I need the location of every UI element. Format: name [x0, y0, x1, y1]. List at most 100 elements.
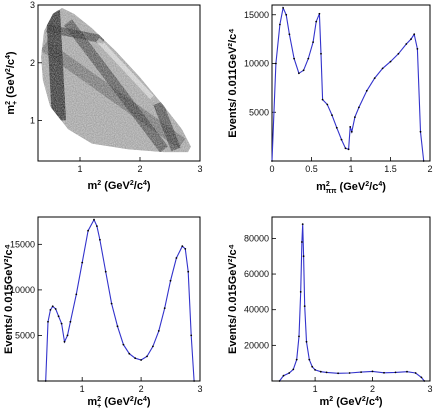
- m2-data-point: [298, 335, 300, 338]
- mplus-data-point: [157, 330, 160, 332]
- mplus-data-point: [187, 270, 190, 273]
- m2-data-point: [414, 372, 417, 374]
- mpipi-data-point: [279, 23, 281, 26]
- mplus-x-label: m2 + (GeV2/c4): [87, 396, 151, 410]
- dalitz-ytick-label: 2: [30, 58, 35, 68]
- mpipi-data-point: [413, 33, 416, 36]
- dalitz-light-band: [96, 37, 154, 100]
- mplus-data-point: [163, 307, 166, 309]
- 1-xtick-label: 0: [269, 164, 274, 174]
- dalitz-x-label: m2 (GeV2/c4): [87, 180, 150, 192]
- m2-data-point: [302, 255, 305, 258]
- mplus-data-point: [110, 302, 113, 305]
- mpipi-data-point: [373, 77, 376, 79]
- mplus-data-point: [51, 305, 54, 308]
- 3-ytick-label: 20000: [244, 340, 269, 350]
- m2-data-point: [337, 372, 339, 375]
- mpipi-data-point: [288, 33, 291, 36]
- mplus-data-point: [184, 248, 187, 250]
- dalitz-panel: 1 2 3 1 2 3 m2 (GeV2/c4) m2+ (GeV2/c4): [5, 0, 203, 192]
- m2-data-point: [325, 371, 328, 374]
- mplus-data-point: [128, 352, 131, 355]
- dalitz-grain: [41, 7, 191, 153]
- mpipi-data-point: [340, 138, 343, 141]
- m2-data-point: [303, 305, 306, 307]
- mpipi-data-point: [331, 114, 333, 117]
- m2-data-point: [319, 370, 322, 373]
- 3-xtick-label: 2: [370, 384, 375, 394]
- 3-xtick-label: 3: [427, 384, 432, 394]
- dalitz-ticks: 1 2 3 1 2 3: [30, 0, 203, 174]
- mplus-data-point: [104, 270, 107, 273]
- mpipi-data-point: [318, 12, 321, 15]
- mpipi-data-point: [354, 116, 356, 118]
- mplus-data-point: [57, 315, 60, 318]
- dalitz-density: [41, 7, 191, 153]
- mplus-data-point: [140, 359, 143, 361]
- mpipi-data-point: [405, 43, 408, 45]
- mpipi-frame: [271, 4, 431, 162]
- mplus-data-point: [152, 345, 154, 348]
- mpipi-data-point: [312, 41, 314, 43]
- mplus-y-label: Events/ 0.015GeV²/c⁴: [3, 244, 15, 354]
- m2-data-point: [348, 372, 351, 374]
- mplus-data-point: [47, 320, 49, 323]
- mpipi-data-point: [349, 126, 352, 128]
- m2-data-point: [423, 380, 426, 382]
- 3-xtick-label: 1: [313, 384, 318, 394]
- mpipi-y-label: Events/ 0.011GeV²/c⁴: [227, 28, 239, 137]
- mpipi-data-point: [315, 20, 318, 23]
- m2-plot: 1 2 3 20000 40000 60000 80000: [244, 223, 433, 394]
- m2-data-point: [383, 371, 385, 374]
- m2-data-point: [301, 241, 303, 243]
- m2-data-point: [301, 223, 304, 226]
- mpipi-data-point: [358, 106, 360, 109]
- m2-y-label: Events/ 0.015GeV²/c⁴: [227, 244, 239, 354]
- mpipi-panel: 0 0.5 1 1.5 2 5000 10000 15000 m2 ππ (GeV2/c4) E…: [227, 4, 433, 195]
- mplus-panel: 1 2 3 5000 10000 15000 m2 + (GeV2/c4) Events/ …: [3, 216, 203, 410]
- mpipi-data-point: [271, 160, 273, 162]
- mpipi-data-point: [389, 60, 392, 63]
- 2-xtick-label: 3: [197, 384, 202, 394]
- dalitz-xtick-label: 3: [197, 164, 202, 174]
- mplus-frame: [37, 216, 201, 382]
- mplus-data-point: [93, 218, 95, 221]
- m2-data-point: [406, 370, 408, 373]
- mpipi-data-point: [302, 69, 305, 72]
- mplus-data-point: [44, 380, 47, 382]
- 1-xtick-label: 2: [427, 164, 432, 174]
- mplus-data-point: [99, 238, 101, 241]
- mpipi-data-point: [397, 52, 400, 55]
- 1-ytick-label: 5000: [249, 107, 269, 117]
- mpipi-data-point: [285, 13, 288, 16]
- 1-xtick-label: 0.5: [305, 164, 318, 174]
- mplus-data-point: [122, 343, 125, 346]
- 1-ytick-label: 10000: [244, 59, 269, 69]
- m2-panel: 1 2 3 20000 40000 60000 80000 m2 (GeV2/c4) Eve…: [227, 216, 433, 408]
- mpipi-data-point: [307, 57, 310, 60]
- mpipi-fit-line: [271, 6, 425, 162]
- 2-xtick-label: 1: [80, 384, 85, 394]
- 2-ytick-label: 5000: [15, 330, 35, 340]
- mpipi-data-point: [335, 126, 338, 129]
- m2-fit-line: [279, 224, 425, 382]
- mplus-data-point: [190, 334, 193, 337]
- m2-data-point: [278, 380, 281, 382]
- dalitz-ytick-label: 1: [30, 116, 35, 126]
- mpipi-data-point: [410, 38, 412, 40]
- mpipi-data-point: [293, 57, 295, 60]
- m2-data-point: [420, 376, 423, 379]
- m2-data-point: [305, 340, 308, 343]
- m2-data-point: [282, 374, 285, 377]
- mplus-data-point: [116, 325, 119, 328]
- mplus-data-point: [87, 229, 89, 232]
- mplus-plot: 1 2 3 5000 10000 15000: [10, 218, 203, 394]
- 1-xtick-label: 1.5: [384, 164, 397, 174]
- mplus-data-point: [66, 334, 69, 337]
- mplus-data-point: [69, 320, 72, 323]
- mpipi-data-point: [422, 160, 425, 162]
- 2-ytick-label: 15000: [10, 239, 35, 249]
- 1-xtick-label: 1: [348, 164, 353, 174]
- dalitz-xtick-label: 2: [137, 164, 142, 174]
